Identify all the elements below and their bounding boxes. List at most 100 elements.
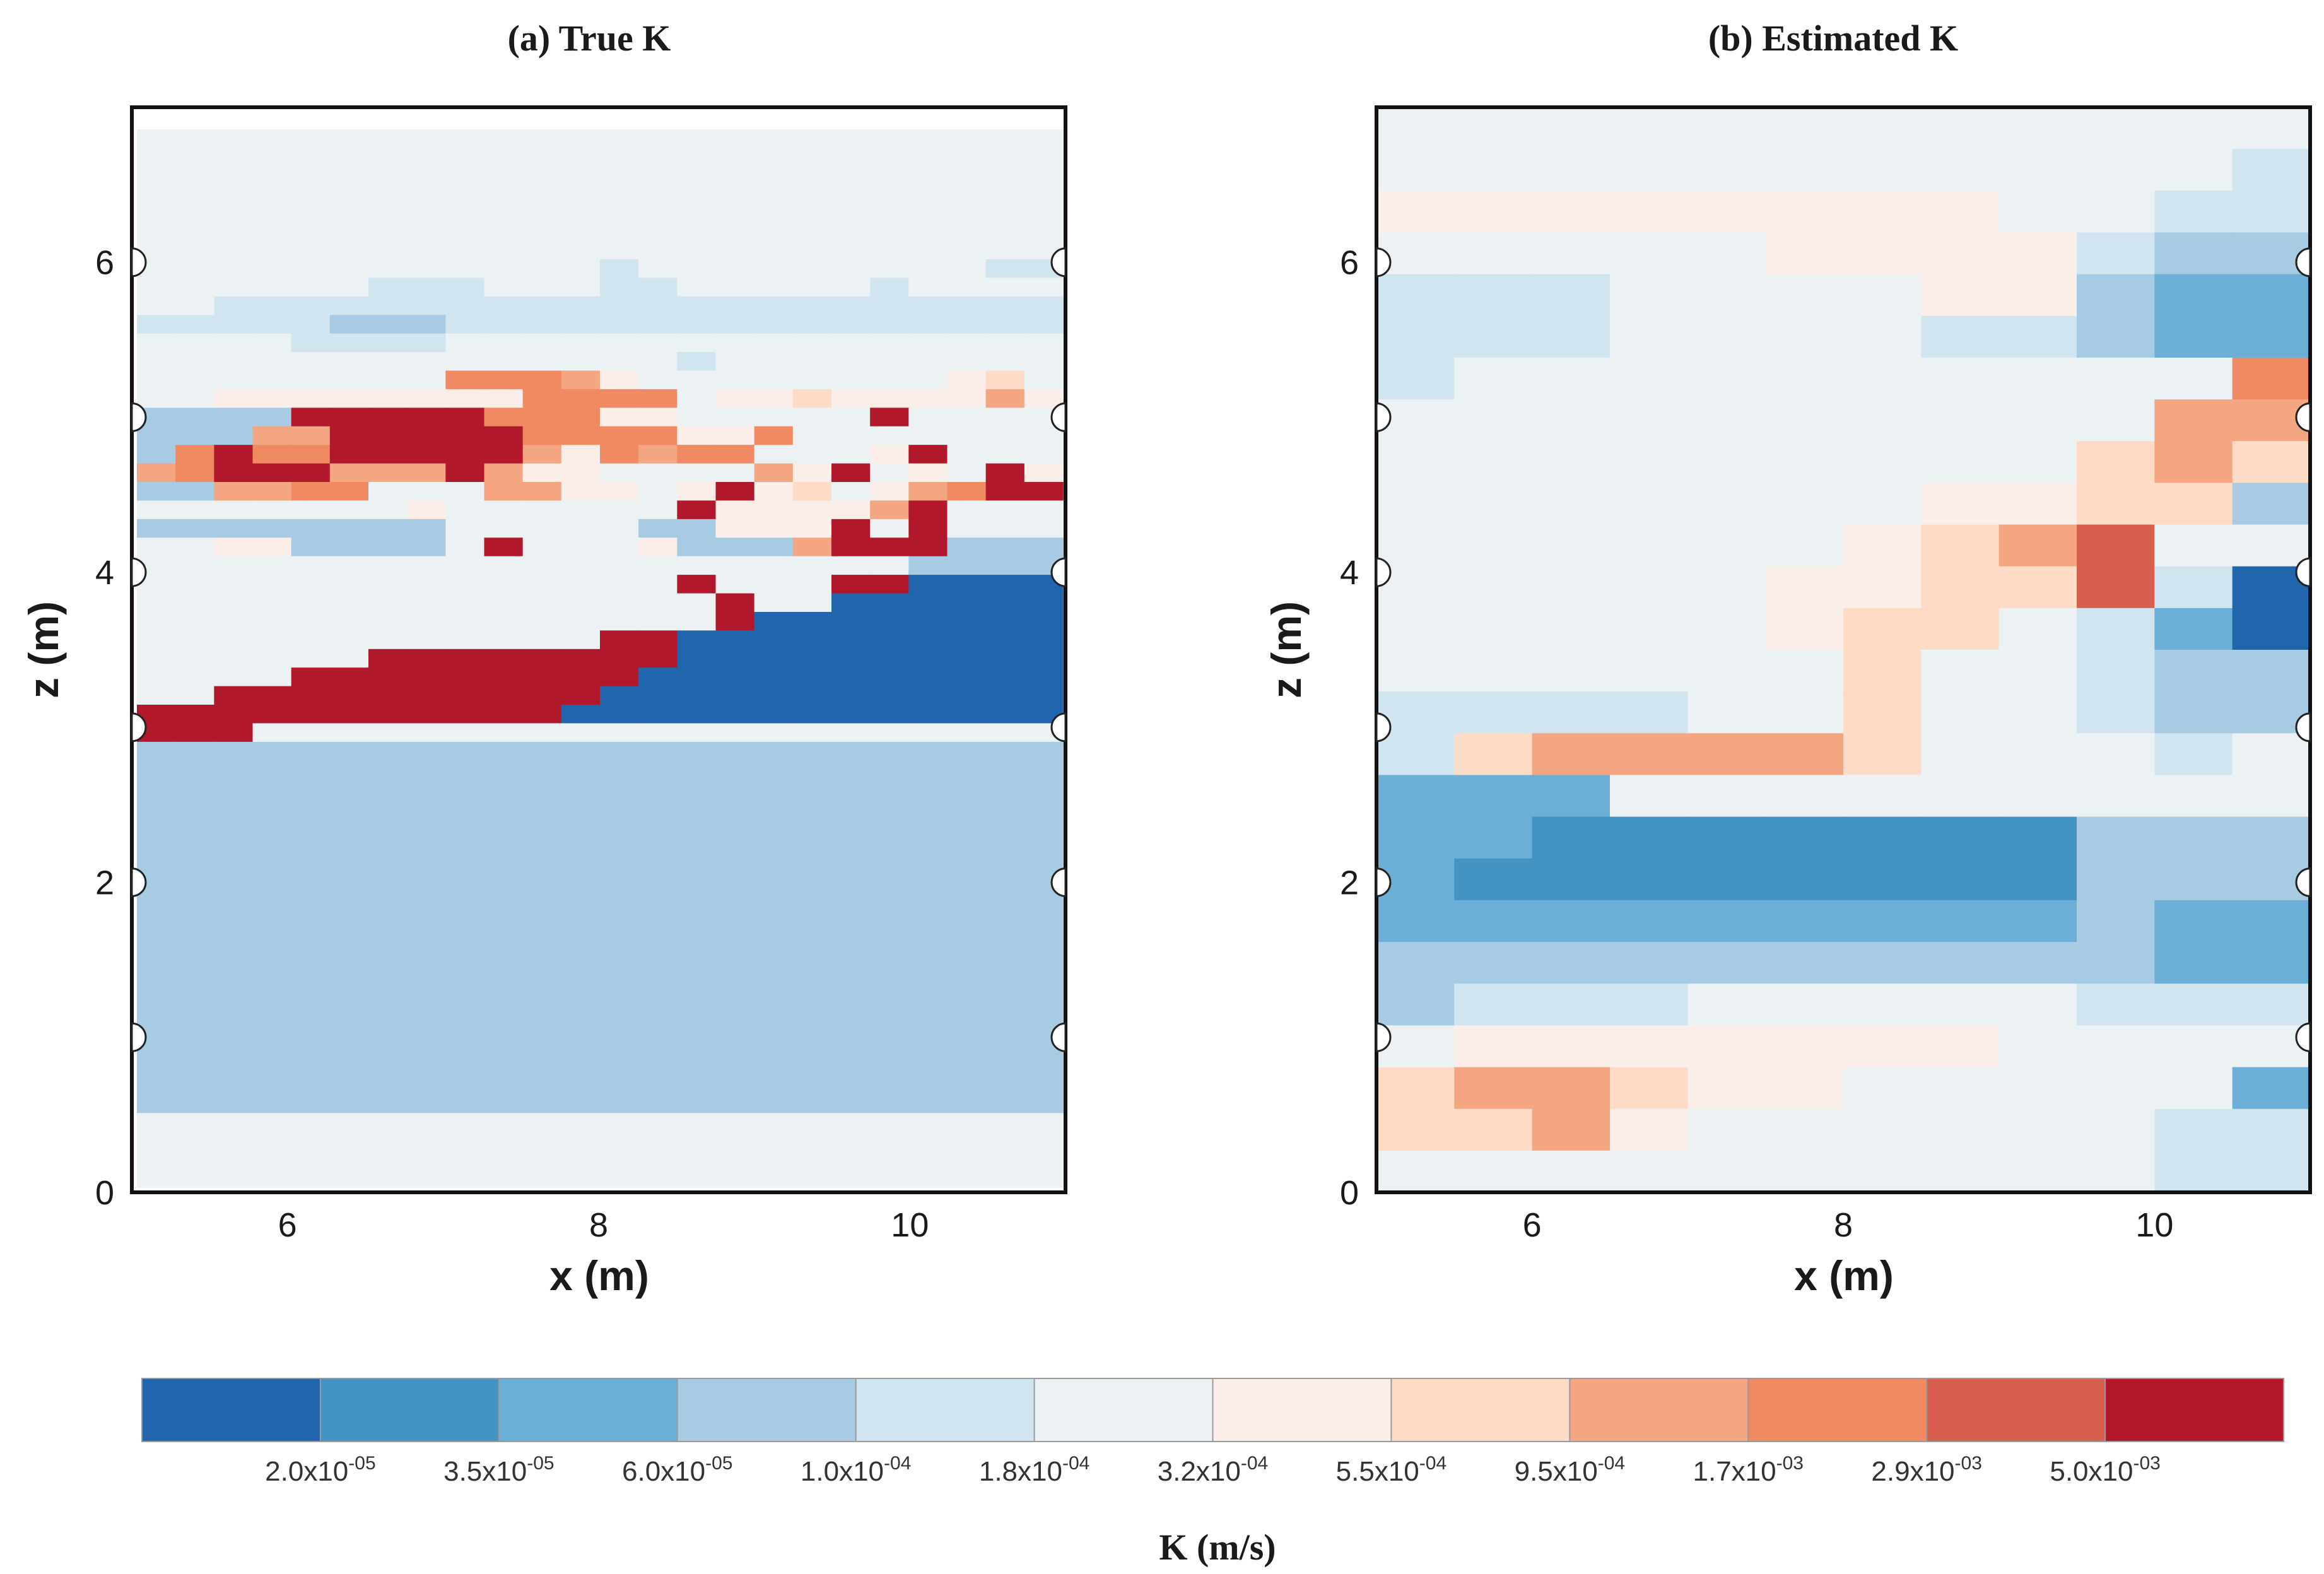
heatmap-true-k (132, 107, 1065, 1192)
heatmap-cell (792, 908, 832, 928)
colorbar-tick-label: 1.0x10-04 (801, 1453, 911, 1487)
heatmap-cell (1765, 441, 1844, 484)
well-port-marker (2295, 557, 2311, 587)
heatmap-cell (252, 278, 292, 297)
heatmap-cell (522, 927, 562, 947)
heatmap-cell (2154, 524, 2233, 567)
heatmap-cell (484, 482, 524, 502)
heatmap-cell (985, 1150, 1025, 1170)
heatmap-cell (2232, 775, 2311, 818)
heatmap-cell (1998, 858, 2077, 901)
heatmap-cell (561, 835, 601, 854)
heatmap-cell (291, 408, 331, 427)
heatmap-cell (947, 1076, 987, 1095)
x-axis-label-true-k: x (m) (549, 1252, 649, 1299)
heatmap-cell (2154, 1150, 2233, 1193)
heatmap-cell (1843, 691, 1922, 734)
colorbar-swatch (1748, 1378, 1927, 1442)
heatmap-cell (1843, 274, 1922, 317)
well-port-marker (2295, 1022, 2311, 1052)
heatmap-cell (831, 611, 871, 631)
heatmap-cell (1687, 608, 1766, 650)
heatmap-cell (1843, 858, 1922, 901)
heatmap-cell (1998, 775, 2077, 818)
heatmap-cell (445, 630, 485, 650)
heatmap-cell (1687, 1150, 1766, 1193)
heatmap-cell (445, 1168, 485, 1188)
heatmap-cell (985, 1020, 1025, 1040)
heatmap-cell (1532, 1150, 1611, 1193)
heatmap-cell (214, 611, 254, 631)
x-tick-label: 10 (891, 1206, 929, 1244)
heatmap-cell (291, 556, 331, 575)
heatmap-cell (368, 1113, 408, 1132)
heatmap-cell (638, 296, 678, 316)
heatmap-cell (291, 593, 331, 613)
heatmap-cell (175, 964, 215, 984)
heatmap-cell (252, 630, 292, 650)
heatmap-cell (445, 426, 485, 445)
heatmap-cell (1532, 1025, 1611, 1068)
heatmap-cell (214, 1094, 254, 1114)
heatmap-cell (445, 871, 485, 891)
heatmap-cell (908, 556, 948, 575)
heatmap-cell (870, 630, 910, 650)
heatmap-cell (137, 352, 176, 372)
heatmap-cell (522, 519, 562, 539)
heatmap-cell (137, 778, 176, 798)
heatmap-cell (792, 835, 832, 854)
heatmap-cell (1024, 333, 1064, 353)
heatmap-cell (1687, 691, 1766, 734)
heatmap-cell (407, 185, 447, 204)
heatmap-cell (214, 426, 254, 445)
heatmap-cell (831, 445, 871, 464)
heatmap-cell (985, 1113, 1025, 1132)
heatmap-cell (137, 593, 176, 613)
heatmap-cell (1998, 232, 2077, 275)
heatmap-cell (947, 649, 987, 669)
heatmap-cell (677, 333, 717, 353)
heatmap-cell (715, 667, 755, 687)
heatmap-cell (175, 426, 215, 445)
heatmap-cell (368, 593, 408, 613)
colorbar-swatch (2105, 1378, 2284, 1442)
heatmap-cell (985, 593, 1025, 613)
heatmap-cell (368, 871, 408, 891)
heatmap-cell (870, 278, 910, 297)
heatmap-cell (1454, 984, 1533, 1026)
heatmap-cell (1024, 946, 1064, 965)
heatmap-cell (484, 259, 524, 279)
heatmap-cell (368, 315, 408, 334)
heatmap-cell (870, 1094, 910, 1114)
heatmap-cell (908, 1150, 948, 1170)
heatmap-cell (329, 890, 369, 910)
heatmap-cell (214, 835, 254, 854)
heatmap-cell (1532, 483, 1611, 526)
heatmap-cell (831, 352, 871, 372)
heatmap-cell (792, 500, 832, 520)
heatmap-cell (445, 593, 485, 613)
heatmap-cell (484, 463, 524, 483)
heatmap-cell (600, 519, 639, 539)
heatmap-cell (985, 240, 1025, 260)
heatmap-cell (754, 203, 794, 223)
heatmap-cell (715, 463, 755, 483)
heatmap-cell (137, 482, 176, 502)
heatmap-cell (908, 148, 948, 167)
heatmap-cell (291, 315, 331, 334)
heatmap-cell (908, 667, 948, 687)
heatmap-cell (1024, 129, 1064, 149)
heatmap-cell (792, 1131, 832, 1151)
heatmap-cell (252, 408, 292, 427)
heatmap-cell (368, 240, 408, 260)
heatmap-cell (214, 946, 254, 965)
heatmap-cell (522, 352, 562, 372)
heatmap-cell (1610, 984, 1689, 1026)
heatmap-cell (638, 853, 678, 872)
heatmap-cell (600, 946, 639, 965)
heatmap-cell (522, 203, 562, 223)
heatmap-cell (1921, 650, 2000, 692)
heatmap-cell (252, 166, 292, 186)
heatmap-cell (561, 946, 601, 965)
